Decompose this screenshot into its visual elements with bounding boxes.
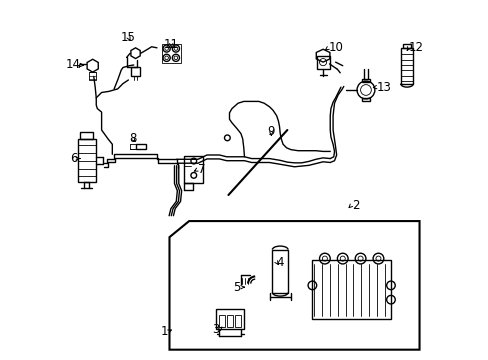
Bar bbox=[272, 249, 287, 293]
Text: 6: 6 bbox=[70, 152, 77, 165]
Text: 2: 2 bbox=[351, 198, 358, 212]
Bar bbox=[135, 144, 146, 149]
Bar bbox=[162, 44, 181, 63]
Bar bbox=[80, 132, 93, 139]
Bar bbox=[235, 315, 241, 327]
Bar bbox=[131, 67, 140, 76]
Text: 8: 8 bbox=[129, 132, 137, 145]
Bar bbox=[227, 315, 233, 327]
Text: 4: 4 bbox=[276, 256, 284, 269]
Text: 1: 1 bbox=[160, 325, 167, 338]
Bar bbox=[316, 56, 329, 69]
Bar bbox=[89, 72, 96, 80]
Bar bbox=[312, 260, 390, 319]
Text: 9: 9 bbox=[267, 125, 274, 138]
Text: 11: 11 bbox=[163, 38, 179, 51]
Text: 13: 13 bbox=[376, 81, 391, 94]
Bar bbox=[362, 98, 369, 102]
Text: 15: 15 bbox=[121, 31, 136, 44]
Bar bbox=[400, 48, 413, 84]
Text: 12: 12 bbox=[408, 41, 423, 54]
Text: 5: 5 bbox=[233, 281, 241, 294]
Bar bbox=[219, 315, 225, 327]
Text: 14: 14 bbox=[65, 58, 80, 72]
Bar bbox=[362, 78, 369, 82]
Bar bbox=[78, 139, 95, 182]
Bar bbox=[216, 309, 244, 329]
Bar bbox=[402, 44, 410, 48]
Text: 7: 7 bbox=[198, 163, 205, 176]
Bar bbox=[183, 156, 203, 183]
Text: 10: 10 bbox=[328, 41, 343, 54]
Text: 3: 3 bbox=[212, 323, 219, 336]
